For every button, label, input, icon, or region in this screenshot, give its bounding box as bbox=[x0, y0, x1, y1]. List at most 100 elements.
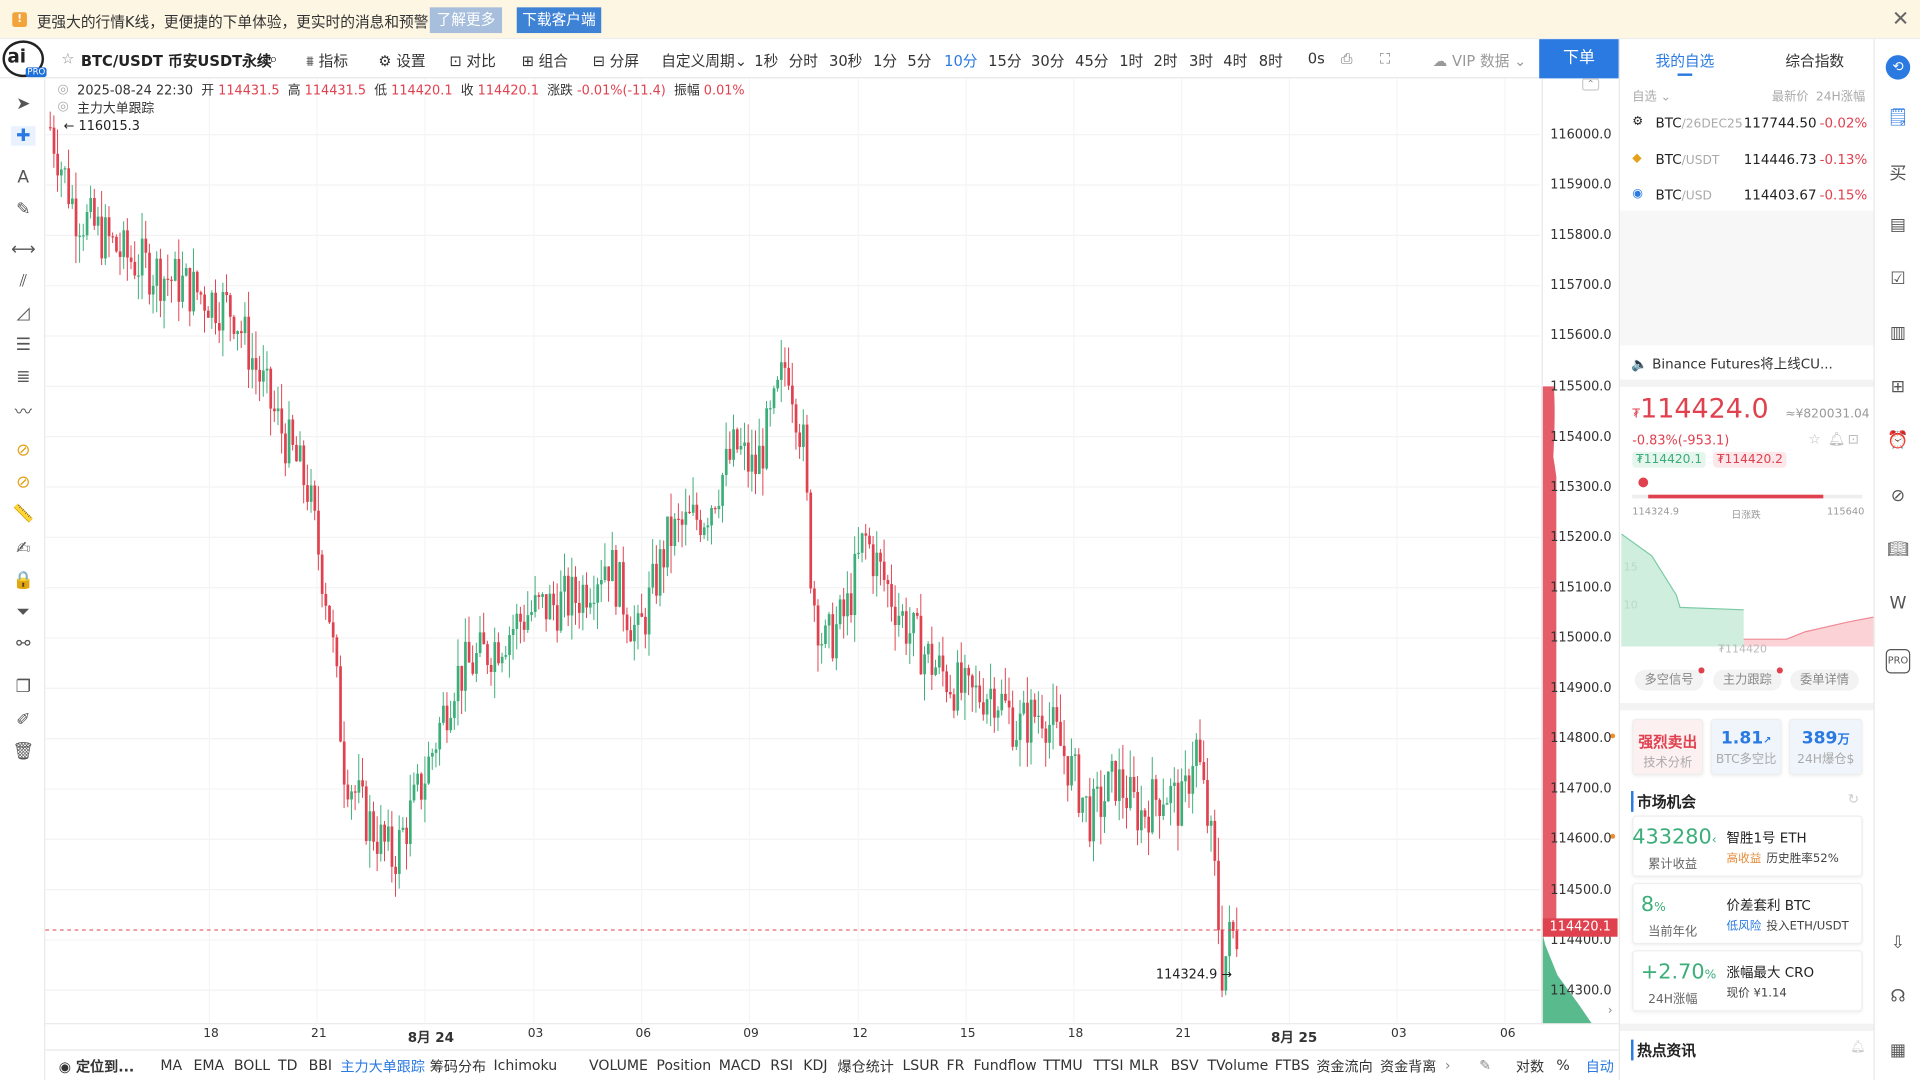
depth-chart[interactable] bbox=[1621, 533, 1874, 647]
indicator-23[interactable]: 资金流向 bbox=[1316, 1057, 1373, 1076]
watchlist-filter[interactable]: 自选 ⌄ bbox=[1632, 90, 1671, 105]
learn-more-button[interactable]: 了解更多 bbox=[429, 7, 503, 34]
book-icon[interactable]: 📖︎ bbox=[1887, 540, 1909, 560]
star-icon[interactable]: ☆ bbox=[61, 50, 75, 68]
bell-icon[interactable]: 🔔︎ bbox=[1828, 431, 1846, 447]
tracker-toggle-icon[interactable]: ◎ bbox=[57, 99, 69, 114]
period-tab-10[interactable]: 2时 bbox=[1153, 52, 1178, 70]
period-tab-2[interactable]: 30秒 bbox=[828, 52, 863, 70]
details-icon[interactable]: ⊡ bbox=[1847, 431, 1860, 447]
watch-symbol[interactable]: BTC/26DEC25 bbox=[1656, 115, 1743, 131]
split-screen-button[interactable]: ⊟ 分屏 bbox=[592, 52, 640, 70]
checklist-icon[interactable]: ☑ bbox=[1890, 269, 1906, 289]
refresh-icon[interactable]: ↻ bbox=[1847, 791, 1860, 807]
combo-button[interactable]: ⊞ 组合 bbox=[521, 52, 569, 70]
filter-icon[interactable]: ⏷ bbox=[16, 602, 31, 623]
qr-code-icon[interactable]: ▦ bbox=[1889, 1040, 1907, 1061]
period-tab-12[interactable]: 4时 bbox=[1223, 52, 1248, 70]
indicator-1[interactable]: EMA bbox=[193, 1056, 225, 1074]
news-ticker[interactable]: 🔈 Binance Futures将上线CU... bbox=[1631, 354, 1833, 374]
period-tab-5[interactable]: 10分 bbox=[944, 52, 978, 70]
tech-analysis-card[interactable]: 强烈卖出 技术分析 bbox=[1632, 718, 1704, 776]
indicator-0[interactable]: MA bbox=[160, 1056, 183, 1074]
indicator-4[interactable]: BBI bbox=[308, 1056, 333, 1074]
indicator-7[interactable]: Ichimoku bbox=[493, 1056, 558, 1074]
period-tab-3[interactable]: 1分 bbox=[873, 52, 898, 70]
indicator-22[interactable]: FTBS bbox=[1274, 1056, 1310, 1074]
custom-period-dropdown[interactable]: 自定义周期⌄ bbox=[661, 52, 748, 70]
settings-button[interactable]: ⚙ 设置 bbox=[378, 52, 426, 70]
period-tab-11[interactable]: 3时 bbox=[1188, 52, 1214, 70]
candlestick-chart[interactable] bbox=[0, 0, 1619, 1049]
indicator-20[interactable]: BSV bbox=[1170, 1056, 1199, 1074]
crosshair-icon[interactable]: ✚ bbox=[11, 126, 36, 146]
period-tab-9[interactable]: 1时 bbox=[1119, 52, 1144, 70]
headset-icon[interactable]: ☊ bbox=[1890, 986, 1906, 1007]
period-tab-4[interactable]: 5分 bbox=[907, 52, 932, 70]
magnet-icon[interactable]: ⚯ bbox=[16, 634, 31, 654]
period-tab-7[interactable]: 30分 bbox=[1031, 52, 1065, 70]
notes-icon[interactable]: 🗒︎ bbox=[1887, 107, 1909, 128]
opportunity-card[interactable] bbox=[1632, 950, 1863, 1012]
lock-icon[interactable]: 🔒 bbox=[12, 570, 34, 591]
watch-symbol[interactable]: BTC/USD bbox=[1656, 187, 1712, 203]
indicator-6[interactable]: 筹码分布 bbox=[429, 1057, 487, 1076]
fullscreen-icon[interactable]: ⛶ bbox=[1380, 50, 1391, 68]
long-short-ratio-card[interactable]: 1.81↗ BTC多空比 bbox=[1710, 718, 1782, 776]
chart-board-icon[interactable]: ▤ bbox=[1889, 215, 1907, 236]
price-axis[interactable] bbox=[1541, 78, 1619, 1025]
edit-list-icon[interactable]: ✐ bbox=[16, 710, 31, 730]
indicator-16[interactable]: Fundflow bbox=[973, 1056, 1037, 1074]
close-icon[interactable]: ✕ bbox=[1891, 7, 1910, 32]
period-tab-1[interactable]: 分时 bbox=[788, 52, 818, 70]
download-client-button[interactable]: 下载客户端 bbox=[516, 7, 602, 34]
download-icon[interactable]: ⇩ bbox=[1890, 933, 1906, 953]
opportunity-card[interactable] bbox=[1632, 882, 1863, 945]
indicator-18[interactable]: TTSI bbox=[1093, 1056, 1124, 1074]
more-indicators-icon[interactable]: › bbox=[1444, 1056, 1451, 1074]
indicator-12[interactable]: KDJ bbox=[803, 1056, 828, 1074]
pill-main-tracking[interactable]: 主力跟踪 bbox=[1713, 669, 1782, 691]
period-tab-6[interactable]: 15分 bbox=[988, 52, 1022, 70]
eye-icon[interactable]: ◎ bbox=[57, 82, 69, 97]
indicator-13[interactable]: 爆仓统计 bbox=[837, 1057, 894, 1076]
watch-symbol[interactable]: BTC/USDT bbox=[1656, 151, 1720, 167]
compare-button[interactable]: ⊡ 对比 bbox=[449, 52, 496, 70]
indicator-15[interactable]: FR bbox=[946, 1056, 965, 1074]
period-tab-13[interactable]: 8时 bbox=[1258, 52, 1283, 70]
favorite-icon[interactable]: ☆ bbox=[1808, 431, 1821, 447]
indicator-3[interactable]: TD bbox=[277, 1056, 298, 1074]
satellite-icon[interactable]: ⊘ bbox=[1890, 486, 1906, 506]
trash-icon[interactable]: 🗑 bbox=[12, 742, 35, 762]
search-icon[interactable]: ⌕ bbox=[269, 50, 278, 68]
camera-icon[interactable]: ⎙ bbox=[1340, 50, 1353, 68]
brand-icon[interactable]: ⟲ bbox=[1885, 55, 1911, 80]
tab-my-watchlist[interactable]: 我的自选 bbox=[1655, 52, 1715, 70]
indicator-9[interactable]: Position bbox=[656, 1056, 712, 1074]
w-badge-icon[interactable]: W bbox=[1889, 593, 1907, 614]
cursor-arrow-icon[interactable]: ➤ bbox=[16, 94, 31, 114]
indicator-14[interactable]: LSUR bbox=[902, 1056, 940, 1074]
scroll-right-icon[interactable]: › bbox=[1607, 1004, 1613, 1018]
indicator-19[interactable]: MLR bbox=[1128, 1056, 1159, 1074]
indicator-5[interactable]: 主力大单跟踪 bbox=[340, 1057, 425, 1076]
pill-order-details[interactable]: 委单详情 bbox=[1790, 669, 1859, 691]
percent-scale-toggle[interactable]: % bbox=[1556, 1056, 1570, 1074]
pattern2-icon[interactable]: ⊘ bbox=[16, 472, 31, 493]
pill-long-short-signal[interactable]: 多空信号 bbox=[1634, 669, 1704, 691]
brush-icon[interactable]: ✎ bbox=[16, 199, 31, 220]
collapse-up-icon[interactable]: ⌃ bbox=[1582, 78, 1600, 91]
period-tab-0[interactable]: 1秒 bbox=[754, 52, 779, 70]
app-logo[interactable]: ai PRO bbox=[2, 40, 47, 78]
log-scale-toggle[interactable]: 对数 bbox=[1515, 1057, 1545, 1076]
indicator-11[interactable]: RSI bbox=[770, 1056, 794, 1074]
ruler-icon[interactable]: 📏 bbox=[12, 504, 34, 525]
indicator-button[interactable]: ⩩ 指标 bbox=[306, 52, 349, 70]
fork-icon[interactable]: ⫽ bbox=[19, 271, 28, 292]
triangle-tool-icon[interactable]: ◿ bbox=[16, 303, 30, 324]
pen-icon[interactable]: ✍ bbox=[16, 538, 31, 559]
indicator-24[interactable]: 资金背离 bbox=[1380, 1057, 1437, 1076]
liquidation-card[interactable]: 389万 24H爆仓$ bbox=[1788, 718, 1863, 776]
add-window-icon[interactable]: ⊞ bbox=[1890, 377, 1906, 397]
locate-button[interactable]: ◉ 定位到... bbox=[58, 1057, 135, 1076]
